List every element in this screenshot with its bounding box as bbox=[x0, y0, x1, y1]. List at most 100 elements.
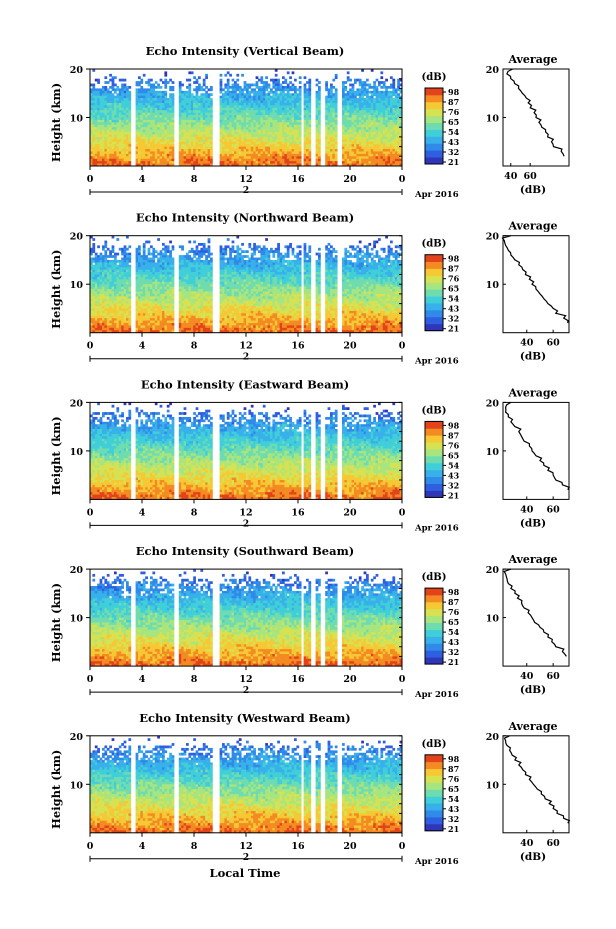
heatmap-cell bbox=[359, 84, 362, 87]
heatmap-cell bbox=[121, 161, 124, 164]
heatmap-cell bbox=[280, 108, 283, 111]
heatmap-cell bbox=[344, 149, 347, 152]
heatmap-cell bbox=[138, 88, 141, 91]
heatmap-cell bbox=[395, 267, 398, 270]
heatmap-cell bbox=[306, 88, 309, 91]
heatmap-cell bbox=[380, 149, 383, 152]
heatmap-cell bbox=[205, 262, 208, 265]
heatmap-cell bbox=[328, 125, 331, 128]
heatmap-cell bbox=[143, 105, 146, 108]
heatmap-cell bbox=[191, 270, 194, 273]
heatmap-cell bbox=[124, 125, 127, 128]
heatmap-cell bbox=[229, 110, 232, 113]
heatmap-cell bbox=[193, 88, 196, 91]
heatmap-cell bbox=[155, 134, 158, 137]
heatmap-cell bbox=[335, 258, 338, 261]
heatmap-cell bbox=[169, 125, 172, 128]
heatmap-cell bbox=[308, 245, 311, 248]
heatmap-cell bbox=[378, 238, 381, 241]
heatmap-cell bbox=[191, 250, 194, 253]
heatmap-cell bbox=[349, 130, 352, 133]
heatmap-cell bbox=[124, 91, 127, 94]
heatmap-cell bbox=[272, 250, 275, 253]
heatmap-cell bbox=[152, 149, 155, 152]
heatmap-cell bbox=[220, 248, 223, 251]
heatmap-cell bbox=[268, 255, 271, 258]
heatmap-cell bbox=[359, 241, 362, 244]
heatmap-cell bbox=[397, 139, 400, 142]
heatmap-cell bbox=[347, 76, 350, 79]
heatmap-cell bbox=[128, 91, 131, 94]
heatmap-cell bbox=[162, 113, 165, 116]
heatmap-cell bbox=[258, 103, 261, 106]
heatmap-cell bbox=[234, 258, 237, 261]
heatmap-cell bbox=[224, 86, 227, 89]
heatmap-cell bbox=[200, 154, 203, 157]
heatmap-cell bbox=[167, 250, 170, 253]
heatmap-cell bbox=[136, 258, 139, 261]
heatmap-cell bbox=[172, 139, 175, 142]
heatmap-cell bbox=[368, 125, 371, 128]
heatmap-cell bbox=[126, 115, 129, 118]
heatmap-cell bbox=[342, 105, 345, 108]
heatmap-cell bbox=[256, 151, 259, 154]
heatmap-cell bbox=[284, 81, 287, 84]
heatmap-cell bbox=[114, 84, 117, 87]
heatmap-cell bbox=[316, 267, 319, 270]
heatmap-cell bbox=[224, 134, 227, 137]
heatmap-cell bbox=[385, 105, 388, 108]
heatmap-cell bbox=[299, 154, 302, 157]
heatmap-cell bbox=[95, 113, 98, 116]
heatmap-cell bbox=[325, 103, 328, 106]
heatmap-cell bbox=[150, 115, 153, 118]
heatmap-cell bbox=[308, 258, 311, 261]
heatmap-cell bbox=[373, 134, 376, 137]
heatmap-cell bbox=[220, 139, 223, 142]
heatmap-cell bbox=[395, 120, 398, 123]
heatmap-cell bbox=[244, 151, 247, 154]
heatmap-cell bbox=[308, 110, 311, 113]
heatmap-cell bbox=[299, 110, 302, 113]
heatmap-cell bbox=[143, 125, 146, 128]
heatmap-cell bbox=[352, 154, 355, 157]
heatmap-cell bbox=[100, 98, 103, 101]
heatmap-cell bbox=[344, 132, 347, 135]
heatmap-cell bbox=[258, 98, 261, 101]
heatmap-cell bbox=[392, 86, 395, 89]
heatmap-cell bbox=[308, 86, 311, 89]
heatmap-cell bbox=[352, 248, 355, 251]
heatmap-cell bbox=[284, 137, 287, 140]
heatmap-cell bbox=[100, 156, 103, 159]
heatmap-cell bbox=[150, 267, 153, 270]
heatmap-cell bbox=[128, 103, 131, 106]
heatmap-cell bbox=[172, 113, 175, 116]
heatmap-cell bbox=[241, 125, 244, 128]
heatmap-cell bbox=[253, 253, 256, 256]
heatmap-cell bbox=[109, 79, 112, 82]
heatmap-cell bbox=[239, 161, 242, 164]
heatmap-cell bbox=[361, 110, 364, 113]
heatmap-cell bbox=[251, 108, 254, 111]
heatmap-cell bbox=[222, 137, 225, 140]
heatmap-cell bbox=[208, 108, 211, 111]
heatmap-cell bbox=[220, 113, 223, 116]
heatmap-cell bbox=[270, 248, 273, 251]
heatmap-cell bbox=[378, 120, 381, 123]
heatmap-cell bbox=[205, 151, 208, 154]
heatmap-cell bbox=[385, 161, 388, 164]
heatmap-cell bbox=[169, 113, 172, 116]
heatmap-cell bbox=[392, 93, 395, 96]
heatmap-cell bbox=[332, 137, 335, 140]
heatmap-cell bbox=[287, 105, 290, 108]
heatmap-cell bbox=[172, 127, 175, 130]
heatmap-cell bbox=[318, 98, 321, 101]
heatmap-cell bbox=[114, 113, 117, 116]
heatmap-cell bbox=[282, 130, 285, 133]
heatmap-cell bbox=[364, 142, 367, 145]
heatmap-cell bbox=[198, 253, 201, 256]
heatmap-cell bbox=[296, 139, 299, 142]
heatmap-cell bbox=[265, 103, 268, 106]
heatmap-cell bbox=[277, 142, 280, 145]
heatmap-cell bbox=[287, 86, 290, 89]
heatmap-cell bbox=[342, 127, 345, 130]
